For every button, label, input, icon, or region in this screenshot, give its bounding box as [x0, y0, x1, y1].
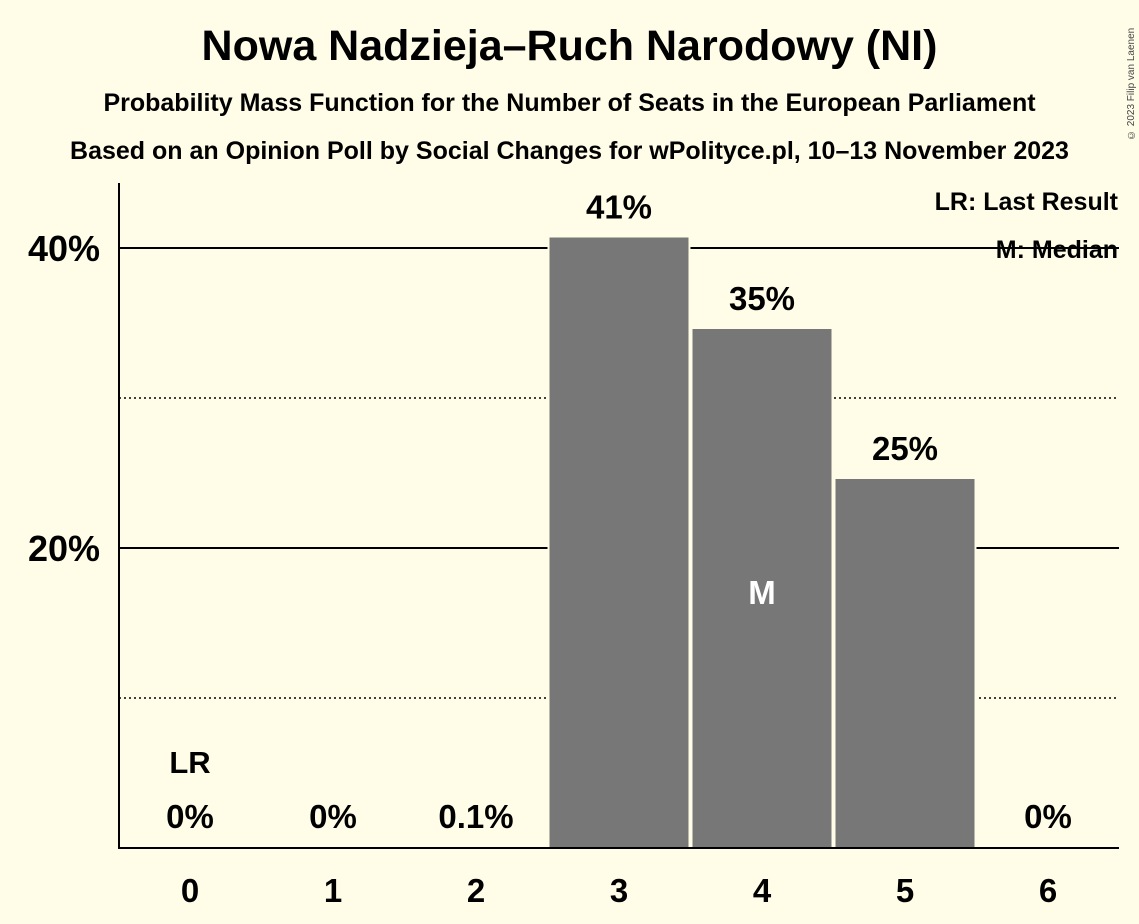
x-tick-label: 6 — [1039, 872, 1057, 909]
x-tick-label: 2 — [467, 872, 485, 909]
chart-title: Nowa Nadzieja–Ruch Narodowy (NI) — [201, 22, 938, 70]
bar-value-label: 0% — [166, 798, 214, 835]
chart-subtitle: Probability Mass Function for the Number… — [103, 89, 1036, 117]
bars — [547, 237, 977, 848]
y-tick-label: 20% — [28, 528, 100, 569]
last-result-marker: LR — [169, 745, 210, 780]
bar-value-label: 35% — [729, 280, 795, 317]
legend: LR: Last Result M: Median — [935, 188, 1119, 264]
axes — [118, 183, 1119, 849]
bar — [549, 237, 689, 848]
labels: 20% 40% 0% 0 LR 0% 1 0.1% 2 41% 3 35% 4 M 25% 5 0% 6 — [28, 189, 1072, 910]
x-tick-label: 1 — [324, 872, 342, 909]
legend-median: M: Median — [996, 236, 1118, 264]
bar-value-label: 25% — [872, 430, 938, 467]
x-tick-label: 3 — [610, 872, 628, 909]
bar-value-label: 41% — [586, 189, 652, 226]
bar-value-label: 0% — [1024, 798, 1072, 835]
y-tick-label: 40% — [28, 228, 100, 269]
bar — [692, 329, 832, 848]
median-marker: M — [748, 574, 776, 611]
bar-value-label: 0.1% — [438, 798, 513, 835]
legend-last-result: LR: Last Result — [935, 188, 1119, 216]
chart-source: Based on an Opinion Poll by Social Chang… — [70, 137, 1069, 165]
bar-value-label: 0% — [309, 798, 357, 835]
x-tick-label: 4 — [753, 872, 772, 909]
bar — [835, 479, 975, 848]
x-tick-label: 0 — [181, 872, 199, 909]
x-tick-label: 5 — [896, 872, 914, 909]
